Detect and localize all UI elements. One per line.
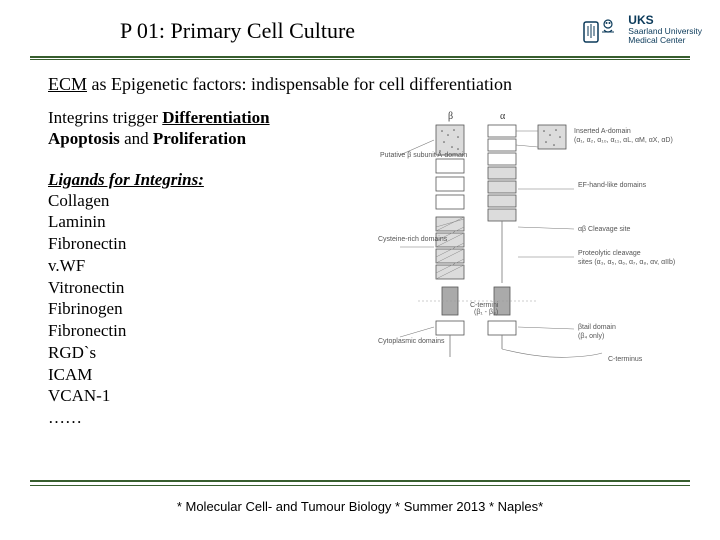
- ligand-item: ICAM: [48, 364, 348, 386]
- uks-logo-icon: [582, 14, 622, 44]
- ligand-item: Fibrinogen: [48, 298, 348, 320]
- left-column: Integrins trigger Differentiation Apopto…: [48, 107, 348, 429]
- beta-symbol: β: [448, 111, 453, 122]
- alpha-symbol: α: [500, 111, 506, 122]
- ligand-item: VCAN-1: [48, 385, 348, 407]
- svg-text:(β₁ - β₈): (β₁ - β₈): [474, 309, 498, 316]
- slide-subtitle: ECM as Epigenetic factors: indispensable…: [0, 60, 720, 107]
- logo-line2: Medical Center: [628, 36, 702, 45]
- label-ftail: βtail domain: [578, 324, 616, 331]
- slide-footer: * Molecular Cell- and Tumour Biology * S…: [0, 499, 720, 514]
- label-cleave: αβ Cleavage site: [578, 226, 631, 233]
- subtitle-ecm: ECM: [48, 74, 87, 94]
- ligands-list: Collagen Laminin Fibronectin v.WF Vitron…: [48, 190, 348, 429]
- svg-text:C-terminus: C-terminus: [608, 356, 643, 363]
- integrins-intro: Integrins trigger Differentiation Apopto…: [48, 107, 348, 150]
- label-ftail-sub: (β₄ only): [578, 333, 604, 340]
- ligand-item: Vitronectin: [48, 277, 348, 299]
- ligand-item: Fibronectin: [48, 233, 348, 255]
- ligand-item: Laminin: [48, 211, 348, 233]
- label-efhand: EF-hand-like domains: [578, 182, 647, 189]
- label-ctermini: C-termini: [470, 302, 499, 309]
- logo-uks-text: UKS: [628, 14, 702, 27]
- page-title: P 01: Primary Cell Culture: [120, 18, 355, 44]
- integrin-structure-diagram: β α: [366, 107, 690, 397]
- label-cyto: Cytoplasmic domains: [378, 338, 445, 345]
- label-cysrich: Cysteine-rich domains: [378, 236, 448, 243]
- label-putative: Putative β subunit A-domain: [380, 152, 467, 159]
- subtitle-rest: as Epigenetic factors: indispensable for…: [87, 74, 512, 94]
- label-inserted: Inserted A-domain: [574, 128, 631, 135]
- ligand-item: v.WF: [48, 255, 348, 277]
- label-proteo: Proteolytic cleavage: [578, 250, 641, 257]
- footer-rule-thick: [30, 480, 690, 482]
- label-proteo-sub: sites (α₃, α₅, α₆, α₇, α₈, αv, αIIb): [578, 259, 675, 266]
- ligand-item: Fibronectin: [48, 320, 348, 342]
- ligands-heading: Ligands for Integrins:: [48, 170, 348, 190]
- header-rule-thick: [30, 56, 690, 58]
- label-inserted-sub: (α₁, α₂, α₁₀, α₁₁, αL, αM, αX, αD): [574, 137, 673, 144]
- institution-logo: UKS Saarland University Medical Center: [582, 14, 702, 44]
- footer-rule-thin: [30, 485, 690, 486]
- ligand-item: ……: [48, 407, 348, 429]
- ligand-item: RGD`s: [48, 342, 348, 364]
- ligand-item: Collagen: [48, 190, 348, 212]
- inserted-a-domain-box: [538, 125, 566, 149]
